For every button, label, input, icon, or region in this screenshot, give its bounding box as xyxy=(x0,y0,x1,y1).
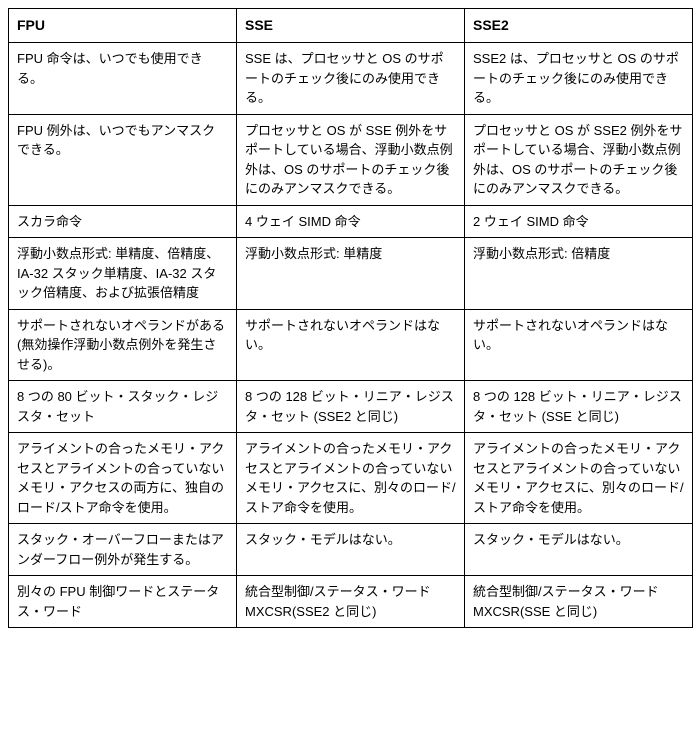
table-row: サポートされないオペランドがある(無効操作浮動小数点例外を発生させる)。サポート… xyxy=(9,309,693,381)
table-row: 浮動小数点形式: 単精度、倍精度、IA-32 スタック単精度、IA-32 スタッ… xyxy=(9,238,693,310)
table-row: スタック・オーバーフローまたはアンダーフロー例外が発生する。スタック・モデルはな… xyxy=(9,524,693,576)
header-sse2: SSE2 xyxy=(465,9,693,43)
table-cell: 統合型制御/ステータス・ワード MXCSR(SSE と同じ) xyxy=(465,576,693,628)
table-cell: FPU 命令は、いつでも使用できる。 xyxy=(9,43,237,115)
table-cell: SSE2 は、プロセッサと OS のサポートのチェック後にのみ使用できる。 xyxy=(465,43,693,115)
table-row: アライメントの合ったメモリ・アクセスとアライメントの合っていないメモリ・アクセス… xyxy=(9,433,693,524)
table-cell: 2 ウェイ SIMD 命令 xyxy=(465,205,693,238)
table-row: FPU 命令は、いつでも使用できる。SSE は、プロセッサと OS のサポートの… xyxy=(9,43,693,115)
table-cell: スタック・モデルはない。 xyxy=(465,524,693,576)
table-cell: 4 ウェイ SIMD 命令 xyxy=(237,205,465,238)
header-sse: SSE xyxy=(237,9,465,43)
table-cell: SSE は、プロセッサと OS のサポートのチェック後にのみ使用できる。 xyxy=(237,43,465,115)
table-cell: 8 つの 128 ビット・リニア・レジスタ・セット (SSE と同じ) xyxy=(465,381,693,433)
header-fpu: FPU xyxy=(9,9,237,43)
table-cell: 8 つの 80 ビット・スタック・レジスタ・セット xyxy=(9,381,237,433)
table-cell: プロセッサと OS が SSE 例外をサポートしている場合、浮動小数点例外は、O… xyxy=(237,114,465,205)
table-cell: アライメントの合ったメモリ・アクセスとアライメントの合っていないメモリ・アクセス… xyxy=(465,433,693,524)
table-row: スカラ命令4 ウェイ SIMD 命令2 ウェイ SIMD 命令 xyxy=(9,205,693,238)
table-cell: サポートされないオペランドはない。 xyxy=(237,309,465,381)
table-cell: プロセッサと OS が SSE2 例外をサポートしている場合、浮動小数点例外は、… xyxy=(465,114,693,205)
comparison-table: FPU SSE SSE2 FPU 命令は、いつでも使用できる。SSE は、プロセ… xyxy=(8,8,693,628)
table-cell: スタック・オーバーフローまたはアンダーフロー例外が発生する。 xyxy=(9,524,237,576)
table-row: FPU 例外は、いつでもアンマスクできる。プロセッサと OS が SSE 例外を… xyxy=(9,114,693,205)
table-header-row: FPU SSE SSE2 xyxy=(9,9,693,43)
table-body: FPU 命令は、いつでも使用できる。SSE は、プロセッサと OS のサポートの… xyxy=(9,43,693,628)
table-cell: 浮動小数点形式: 単精度、倍精度、IA-32 スタック単精度、IA-32 スタッ… xyxy=(9,238,237,310)
table-cell: 浮動小数点形式: 倍精度 xyxy=(465,238,693,310)
table-cell: 浮動小数点形式: 単精度 xyxy=(237,238,465,310)
table-cell: 別々の FPU 制御ワードとステータス・ワード xyxy=(9,576,237,628)
table-row: 8 つの 80 ビット・スタック・レジスタ・セット8 つの 128 ビット・リニ… xyxy=(9,381,693,433)
table-row: 別々の FPU 制御ワードとステータス・ワード統合型制御/ステータス・ワード M… xyxy=(9,576,693,628)
table-cell: スカラ命令 xyxy=(9,205,237,238)
table-cell: アライメントの合ったメモリ・アクセスとアライメントの合っていないメモリ・アクセス… xyxy=(237,433,465,524)
table-cell: スタック・モデルはない。 xyxy=(237,524,465,576)
table-cell: サポートされないオペランドはない。 xyxy=(465,309,693,381)
table-cell: サポートされないオペランドがある(無効操作浮動小数点例外を発生させる)。 xyxy=(9,309,237,381)
table-cell: 統合型制御/ステータス・ワード MXCSR(SSE2 と同じ) xyxy=(237,576,465,628)
table-cell: FPU 例外は、いつでもアンマスクできる。 xyxy=(9,114,237,205)
table-cell: 8 つの 128 ビット・リニア・レジスタ・セット (SSE2 と同じ) xyxy=(237,381,465,433)
table-cell: アライメントの合ったメモリ・アクセスとアライメントの合っていないメモリ・アクセス… xyxy=(9,433,237,524)
